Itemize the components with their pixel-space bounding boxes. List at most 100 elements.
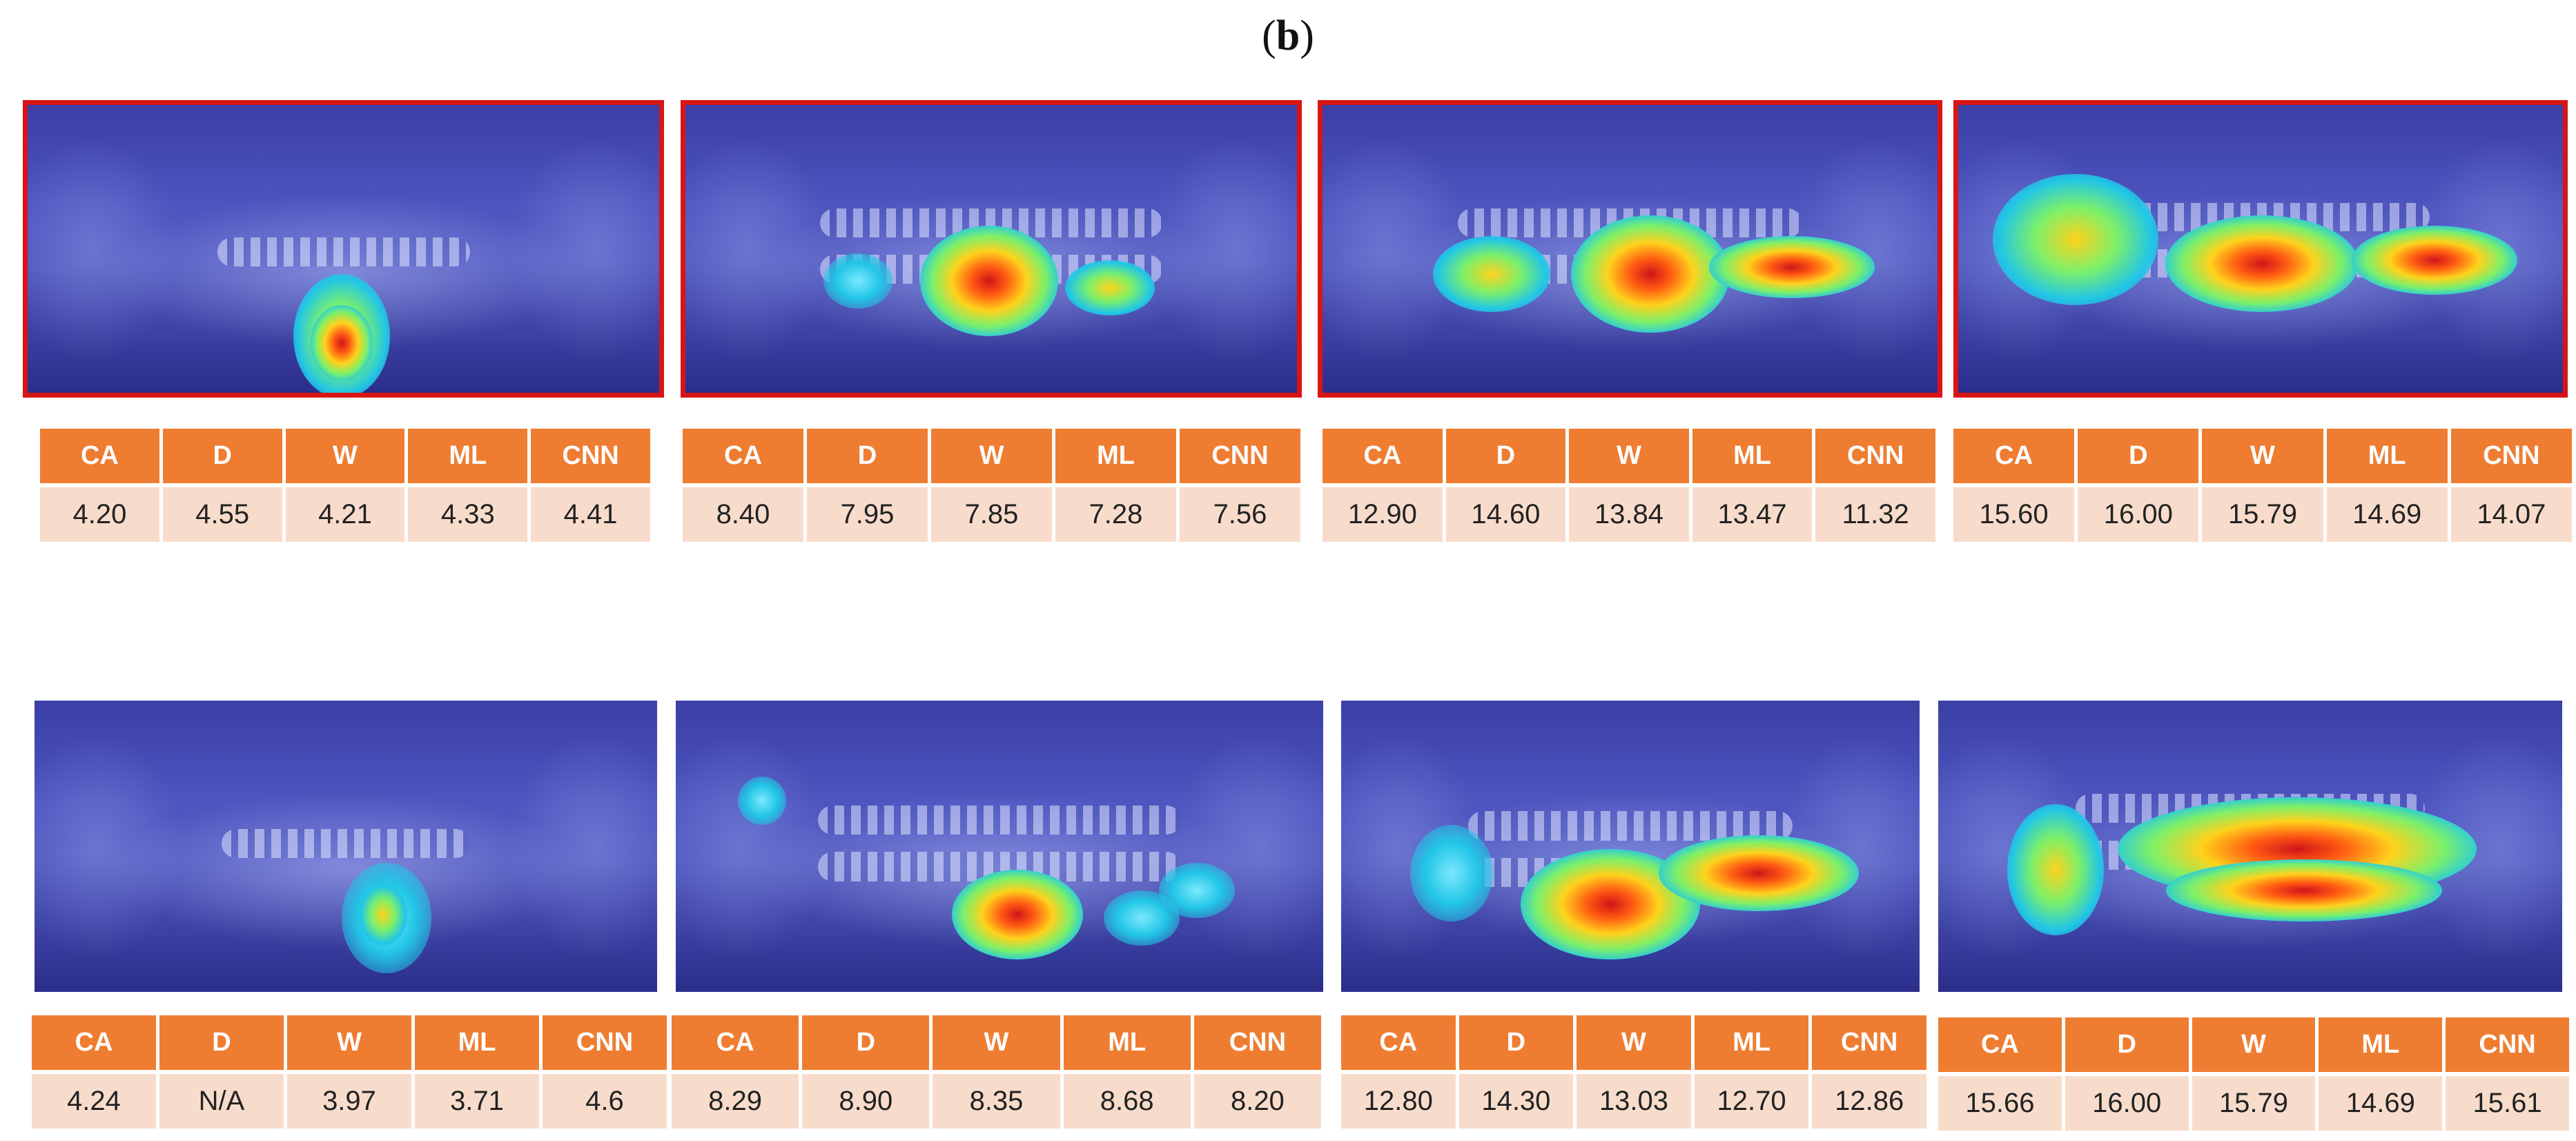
cell-cnn: 4.41 [531, 487, 650, 542]
cell-ml: 14.69 [2319, 1076, 2443, 1131]
col-header-ml: ML [415, 1015, 539, 1070]
results-table-row1-age8: CA D W ML CNN 8.40 7.95 7.85 7.28 7.56 [683, 429, 1300, 542]
heatmap-image-row2-age16 [1938, 701, 2562, 992]
cell-d: N/A [159, 1074, 284, 1129]
cell-cnn: 14.07 [2450, 487, 2572, 542]
col-header-ml: ML [2326, 429, 2448, 483]
cell-cnn: 4.6 [543, 1074, 667, 1129]
col-header-cnn: CNN [1180, 429, 1300, 483]
heatmap-image-row1-age12 [1318, 100, 1942, 398]
cell-cnn: 11.32 [1815, 487, 1935, 542]
heatmap-image-row2-age4 [35, 701, 657, 992]
cell-ca: 12.80 [1341, 1074, 1456, 1129]
cell-ml: 4.33 [408, 487, 528, 542]
cell-ml: 12.70 [1694, 1074, 1809, 1129]
cell-ca: 4.20 [40, 487, 159, 542]
cell-ml: 13.47 [1692, 487, 1813, 542]
heatmap-image-row1-age8 [681, 100, 1302, 398]
cell-d: 4.55 [162, 487, 282, 542]
cell-cnn: 12.86 [1812, 1074, 1926, 1129]
col-header-w: W [1577, 1015, 1691, 1070]
caption-close-paren: ) [1300, 12, 1314, 59]
col-header-cnn: CNN [1812, 1015, 1926, 1070]
col-header-ca: CA [40, 429, 159, 483]
col-header-ml: ML [1694, 1015, 1809, 1070]
col-header-ca: CA [683, 429, 803, 483]
results-table-row2-age4: CA D W ML CNN 4.24 N/A 3.97 3.71 4.6 [32, 1015, 667, 1129]
cell-cnn: 15.61 [2446, 1076, 2569, 1131]
col-header-w: W [287, 1015, 411, 1070]
col-header-w: W [1569, 429, 1689, 483]
results-table-row2-age8: CA D W ML CNN 8.29 8.90 8.35 8.68 8.20 [672, 1015, 1321, 1129]
cell-d: 8.90 [802, 1074, 930, 1129]
col-header-d: D [1445, 429, 1566, 483]
col-header-ca: CA [1938, 1017, 2062, 1072]
col-header-cnn: CNN [2450, 429, 2572, 483]
col-header-ml: ML [1055, 429, 1176, 483]
cell-ml: 3.71 [415, 1074, 539, 1129]
col-header-w: W [931, 429, 1052, 483]
col-header-w: W [933, 1015, 1060, 1070]
cell-ca: 4.24 [32, 1074, 156, 1129]
cell-w: 13.84 [1569, 487, 1689, 542]
figure-caption: (b) [0, 8, 2576, 64]
col-header-ml: ML [1692, 429, 1813, 483]
results-table-row2-age12: CA D W ML CNN 12.80 14.30 13.03 12.70 12… [1341, 1015, 1926, 1129]
cell-w: 13.03 [1577, 1074, 1691, 1129]
col-header-ml: ML [1063, 1015, 1191, 1070]
cell-ca: 8.40 [683, 487, 803, 542]
cell-w: 7.85 [931, 487, 1052, 542]
heatmap-image-row1-age4 [23, 100, 664, 398]
caption-letter: b [1276, 12, 1300, 59]
col-header-d: D [1458, 1015, 1574, 1070]
col-header-ca: CA [672, 1015, 799, 1070]
cell-ml: 14.69 [2326, 487, 2448, 542]
col-header-w: W [2192, 1017, 2316, 1072]
col-header-d: D [2078, 429, 2199, 483]
col-header-cnn: CNN [531, 429, 650, 483]
col-header-cnn: CNN [1815, 429, 1935, 483]
col-header-w: W [2202, 429, 2323, 483]
col-header-d: D [802, 1015, 930, 1070]
col-header-ml: ML [2319, 1017, 2443, 1072]
cell-w: 15.79 [2192, 1076, 2316, 1131]
cell-d: 14.30 [1458, 1074, 1574, 1129]
results-table-row2-age16: CA D W ML CNN 15.66 16.00 15.79 14.69 15… [1938, 1017, 2569, 1131]
cell-cnn: 7.56 [1180, 487, 1300, 542]
cell-ca: 15.66 [1938, 1076, 2062, 1131]
caption-open-paren: ( [1262, 12, 1276, 59]
col-header-cnn: CNN [2446, 1017, 2569, 1072]
heatmap-image-row2-age12 [1341, 701, 1920, 992]
cell-ml: 7.28 [1055, 487, 1176, 542]
col-header-w: W [285, 429, 405, 483]
col-header-ca: CA [1341, 1015, 1456, 1070]
cell-ml: 8.68 [1063, 1074, 1191, 1129]
heatmap-image-row2-age8 [676, 701, 1323, 992]
cell-w: 15.79 [2202, 487, 2323, 542]
cell-d: 16.00 [2065, 1076, 2189, 1131]
results-table-row1-age16: CA D W ML CNN 15.60 16.00 15.79 14.69 14… [1953, 429, 2572, 542]
results-table-row1-age12: CA D W ML CNN 12.90 14.60 13.84 13.47 11… [1323, 429, 1935, 542]
cell-d: 16.00 [2078, 487, 2199, 542]
cell-ca: 15.60 [1953, 487, 2075, 542]
cell-d: 7.95 [807, 487, 928, 542]
cell-ca: 12.90 [1323, 487, 1443, 542]
results-table-row1-age4: CA D W ML CNN 4.20 4.55 4.21 4.33 4.41 [40, 429, 650, 542]
col-header-d: D [807, 429, 928, 483]
col-header-ca: CA [1323, 429, 1443, 483]
col-header-ca: CA [32, 1015, 156, 1070]
col-header-ml: ML [408, 429, 528, 483]
cell-w: 8.35 [933, 1074, 1060, 1129]
cell-w: 3.97 [287, 1074, 411, 1129]
col-header-cnn: CNN [543, 1015, 667, 1070]
col-header-ca: CA [1953, 429, 2075, 483]
col-header-d: D [159, 1015, 284, 1070]
cell-w: 4.21 [285, 487, 405, 542]
heatmap-image-row1-age16 [1953, 100, 2568, 398]
cell-cnn: 8.20 [1193, 1074, 1321, 1129]
col-header-d: D [2065, 1017, 2189, 1072]
cell-ca: 8.29 [672, 1074, 799, 1129]
col-header-d: D [162, 429, 282, 483]
cell-d: 14.60 [1445, 487, 1566, 542]
col-header-cnn: CNN [1193, 1015, 1321, 1070]
